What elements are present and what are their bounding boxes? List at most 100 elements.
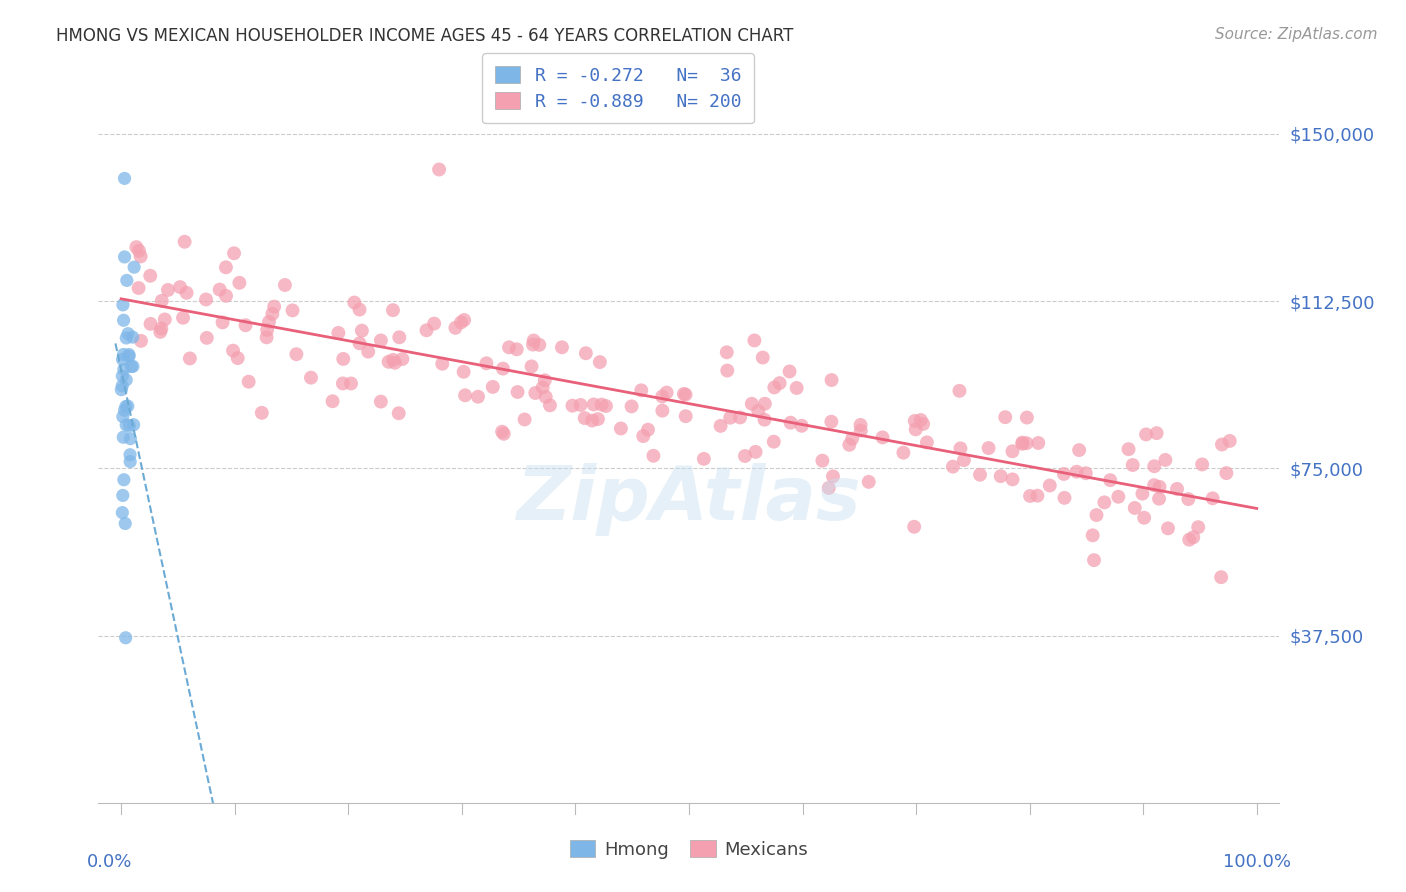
Point <box>475 356 498 370</box>
Point <box>953 453 976 467</box>
Point <box>531 380 554 394</box>
Point <box>513 412 536 426</box>
Point <box>610 421 633 435</box>
Point <box>388 406 411 420</box>
Point <box>111 506 134 520</box>
Point <box>841 432 863 446</box>
Point <box>1178 533 1201 547</box>
Point <box>942 459 965 474</box>
Point <box>762 434 785 449</box>
Point <box>357 344 380 359</box>
Point <box>250 406 273 420</box>
Point <box>849 424 872 438</box>
Point <box>821 469 844 483</box>
Point <box>1135 427 1157 442</box>
Point <box>1039 478 1062 492</box>
Point <box>763 380 786 394</box>
Point <box>121 330 143 344</box>
Point <box>915 435 938 450</box>
Point <box>112 473 135 487</box>
Point <box>754 397 776 411</box>
Point <box>574 411 596 425</box>
Text: 0.0%: 0.0% <box>87 854 132 871</box>
Point <box>586 412 609 426</box>
Point <box>1019 489 1042 503</box>
Point <box>454 388 477 402</box>
Point <box>858 475 880 489</box>
Point <box>1143 478 1166 492</box>
Point <box>263 300 285 314</box>
Point <box>1001 472 1024 486</box>
Point <box>1166 482 1188 496</box>
Point <box>222 343 245 358</box>
Point <box>384 356 406 370</box>
Point <box>238 375 260 389</box>
Point <box>912 417 935 431</box>
Point <box>1146 426 1168 441</box>
Point <box>693 451 716 466</box>
Point <box>350 324 373 338</box>
Point <box>754 412 776 426</box>
Point <box>118 348 141 362</box>
Point <box>262 307 284 321</box>
Point <box>506 343 529 357</box>
Point <box>734 449 756 463</box>
Point <box>1122 458 1144 472</box>
Point <box>728 410 751 425</box>
Point <box>120 359 142 374</box>
Point <box>172 310 194 325</box>
Point <box>415 323 437 337</box>
Point <box>751 351 773 365</box>
Point <box>115 373 138 387</box>
Point <box>589 355 612 369</box>
Point <box>453 313 475 327</box>
Point <box>969 467 991 482</box>
Point <box>498 340 520 354</box>
Point <box>1211 570 1233 584</box>
Point <box>222 246 245 260</box>
Point <box>349 302 371 317</box>
Point <box>744 334 766 348</box>
Point <box>786 381 808 395</box>
Point <box>117 326 139 341</box>
Point <box>1182 530 1205 544</box>
Point <box>125 240 148 254</box>
Point <box>129 249 152 263</box>
Point <box>655 385 678 400</box>
Point <box>1074 467 1097 481</box>
Point <box>111 369 134 384</box>
Point <box>523 334 546 348</box>
Point <box>115 331 138 345</box>
Point <box>343 295 366 310</box>
Point <box>651 390 673 404</box>
Point <box>1085 508 1108 522</box>
Point <box>450 315 472 329</box>
Point <box>129 334 152 348</box>
Point <box>1015 436 1038 450</box>
Point <box>1069 443 1091 458</box>
Point <box>332 351 354 366</box>
Point <box>672 387 695 401</box>
Point <box>533 373 555 387</box>
Point <box>675 387 697 401</box>
Legend: Hmong, Mexicans: Hmong, Mexicans <box>562 833 815 866</box>
Point <box>281 303 304 318</box>
Text: 100.0%: 100.0% <box>1223 854 1291 871</box>
Point <box>893 445 915 459</box>
Point <box>575 346 598 360</box>
Point <box>111 488 134 502</box>
Point <box>534 390 557 404</box>
Point <box>1099 473 1122 487</box>
Point <box>482 380 505 394</box>
Point <box>115 400 138 414</box>
Point <box>228 276 250 290</box>
Point <box>529 338 551 352</box>
Point <box>211 315 233 329</box>
Point <box>1211 437 1233 451</box>
Point <box>195 331 218 345</box>
Point <box>274 278 297 293</box>
Point <box>747 404 769 418</box>
Point <box>153 312 176 326</box>
Point <box>115 417 138 432</box>
Point <box>139 317 162 331</box>
